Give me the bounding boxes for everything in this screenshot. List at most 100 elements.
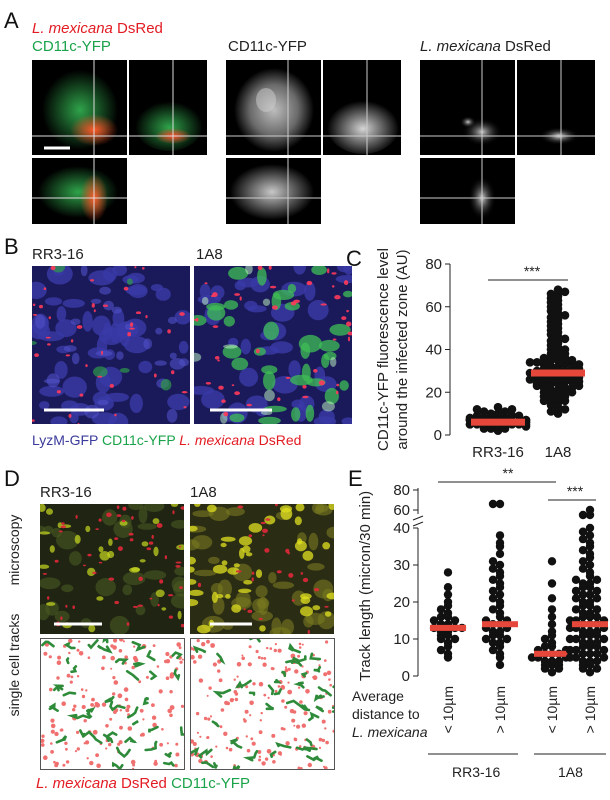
e-point [585,579,595,588]
chart-c: 0 20 40 60 80 CD11c-YFP fluorescence level aro… [375,248,585,461]
panel-d-legend: L. mexicana DsRed CD11c-YFP [36,775,250,792]
e-axis-break [412,521,424,527]
panel-d-title-left: RR3-16 [40,484,92,501]
c-point [514,411,524,421]
e-point [547,638,557,647]
e-category-label: > 10µm [582,686,598,733]
panel-label-a: A [4,8,19,33]
panel-a-title-dsred: L. mexicana DsRed [420,38,551,55]
e-point [585,560,595,570]
e-point [592,627,602,636]
c-point [560,405,570,414]
panel-a-dsred-xz [420,158,515,224]
panel-d-1a8-tracks [190,638,335,770]
c-point [539,360,549,369]
legend-species-b: L. mexicana [179,432,255,448]
e-ytick-label: 20 [393,594,410,611]
e-point [592,594,602,603]
e-point [578,657,588,666]
e-point [585,608,595,618]
e-significance-label: *** [567,483,584,499]
e-point [565,634,575,644]
e-point [495,531,505,540]
e-point [488,605,498,614]
e-point [578,534,588,544]
c-mean-bar [471,418,525,426]
e-point [592,649,602,658]
e-point [578,649,588,658]
c-point [567,355,577,365]
e-point [578,564,588,573]
c-point [546,355,556,365]
e-ytick-label: 80 [393,482,410,499]
e-point [547,620,557,629]
e-point [495,549,505,559]
e-point [443,649,453,658]
c-point [493,402,503,412]
e-point [585,549,595,559]
e-axis-break [412,515,424,521]
e-point [495,568,505,577]
e-ytick-label: 0 [402,668,410,685]
e-point [488,638,498,647]
c-significance-label: *** [524,263,541,279]
c-point [553,385,563,395]
panel-e-avg-line1: Average [352,688,404,704]
c-category-label: 1A8 [545,444,572,461]
e-point [443,608,453,618]
e-point [565,645,575,655]
c-point [546,313,556,322]
legend-species-d: L. mexicana [36,775,117,792]
c-point [500,407,510,416]
panel-a-legend-line1: L. mexicana DsRed [32,20,163,37]
c-point [574,377,584,386]
e-point [578,527,588,536]
e-point [540,634,550,644]
e-point [578,590,588,599]
panel-b-title-left: RR3-16 [32,246,84,263]
e-category-label: < 10µm [440,686,456,733]
c-point [532,379,542,388]
c-point [546,336,556,346]
e-point [547,557,557,566]
e-point [443,568,453,577]
e-category-label: < 10µm [544,686,560,733]
panel-e-group2: 1A8 [558,764,583,780]
e-point [585,568,595,577]
e-point [450,616,460,625]
e-point [547,594,557,603]
e-point [436,612,446,621]
title-species: L. mexicana [420,38,501,55]
e-point [578,557,588,566]
c-category-label: RR3-16 [472,444,524,461]
panel-label-b: B [4,234,19,259]
e-point [443,638,453,647]
e-point [571,645,581,655]
e-point [450,634,460,644]
c-point [493,409,503,418]
e-point [592,638,602,647]
c-ytick-label: 40 [425,342,442,359]
e-point [540,642,550,651]
e-point [592,575,602,584]
e-mean-bar [482,621,518,628]
e-point [585,505,595,515]
e-point [585,649,595,658]
c-point [567,383,577,393]
c-point [479,407,489,416]
e-point [599,645,609,655]
e-point [578,638,588,647]
panel-d-row-microscopy: microscopy [6,514,22,586]
e-point [578,579,588,588]
e-point [547,657,557,666]
c-point [553,291,563,301]
panel-a-merge-xy [32,60,127,155]
e-point [592,664,602,673]
c-point [553,315,563,324]
e-point [571,586,581,596]
c-point [525,375,535,384]
c-point [560,383,570,393]
c-point [539,353,549,363]
c-point [560,345,570,354]
e-point [495,499,505,509]
